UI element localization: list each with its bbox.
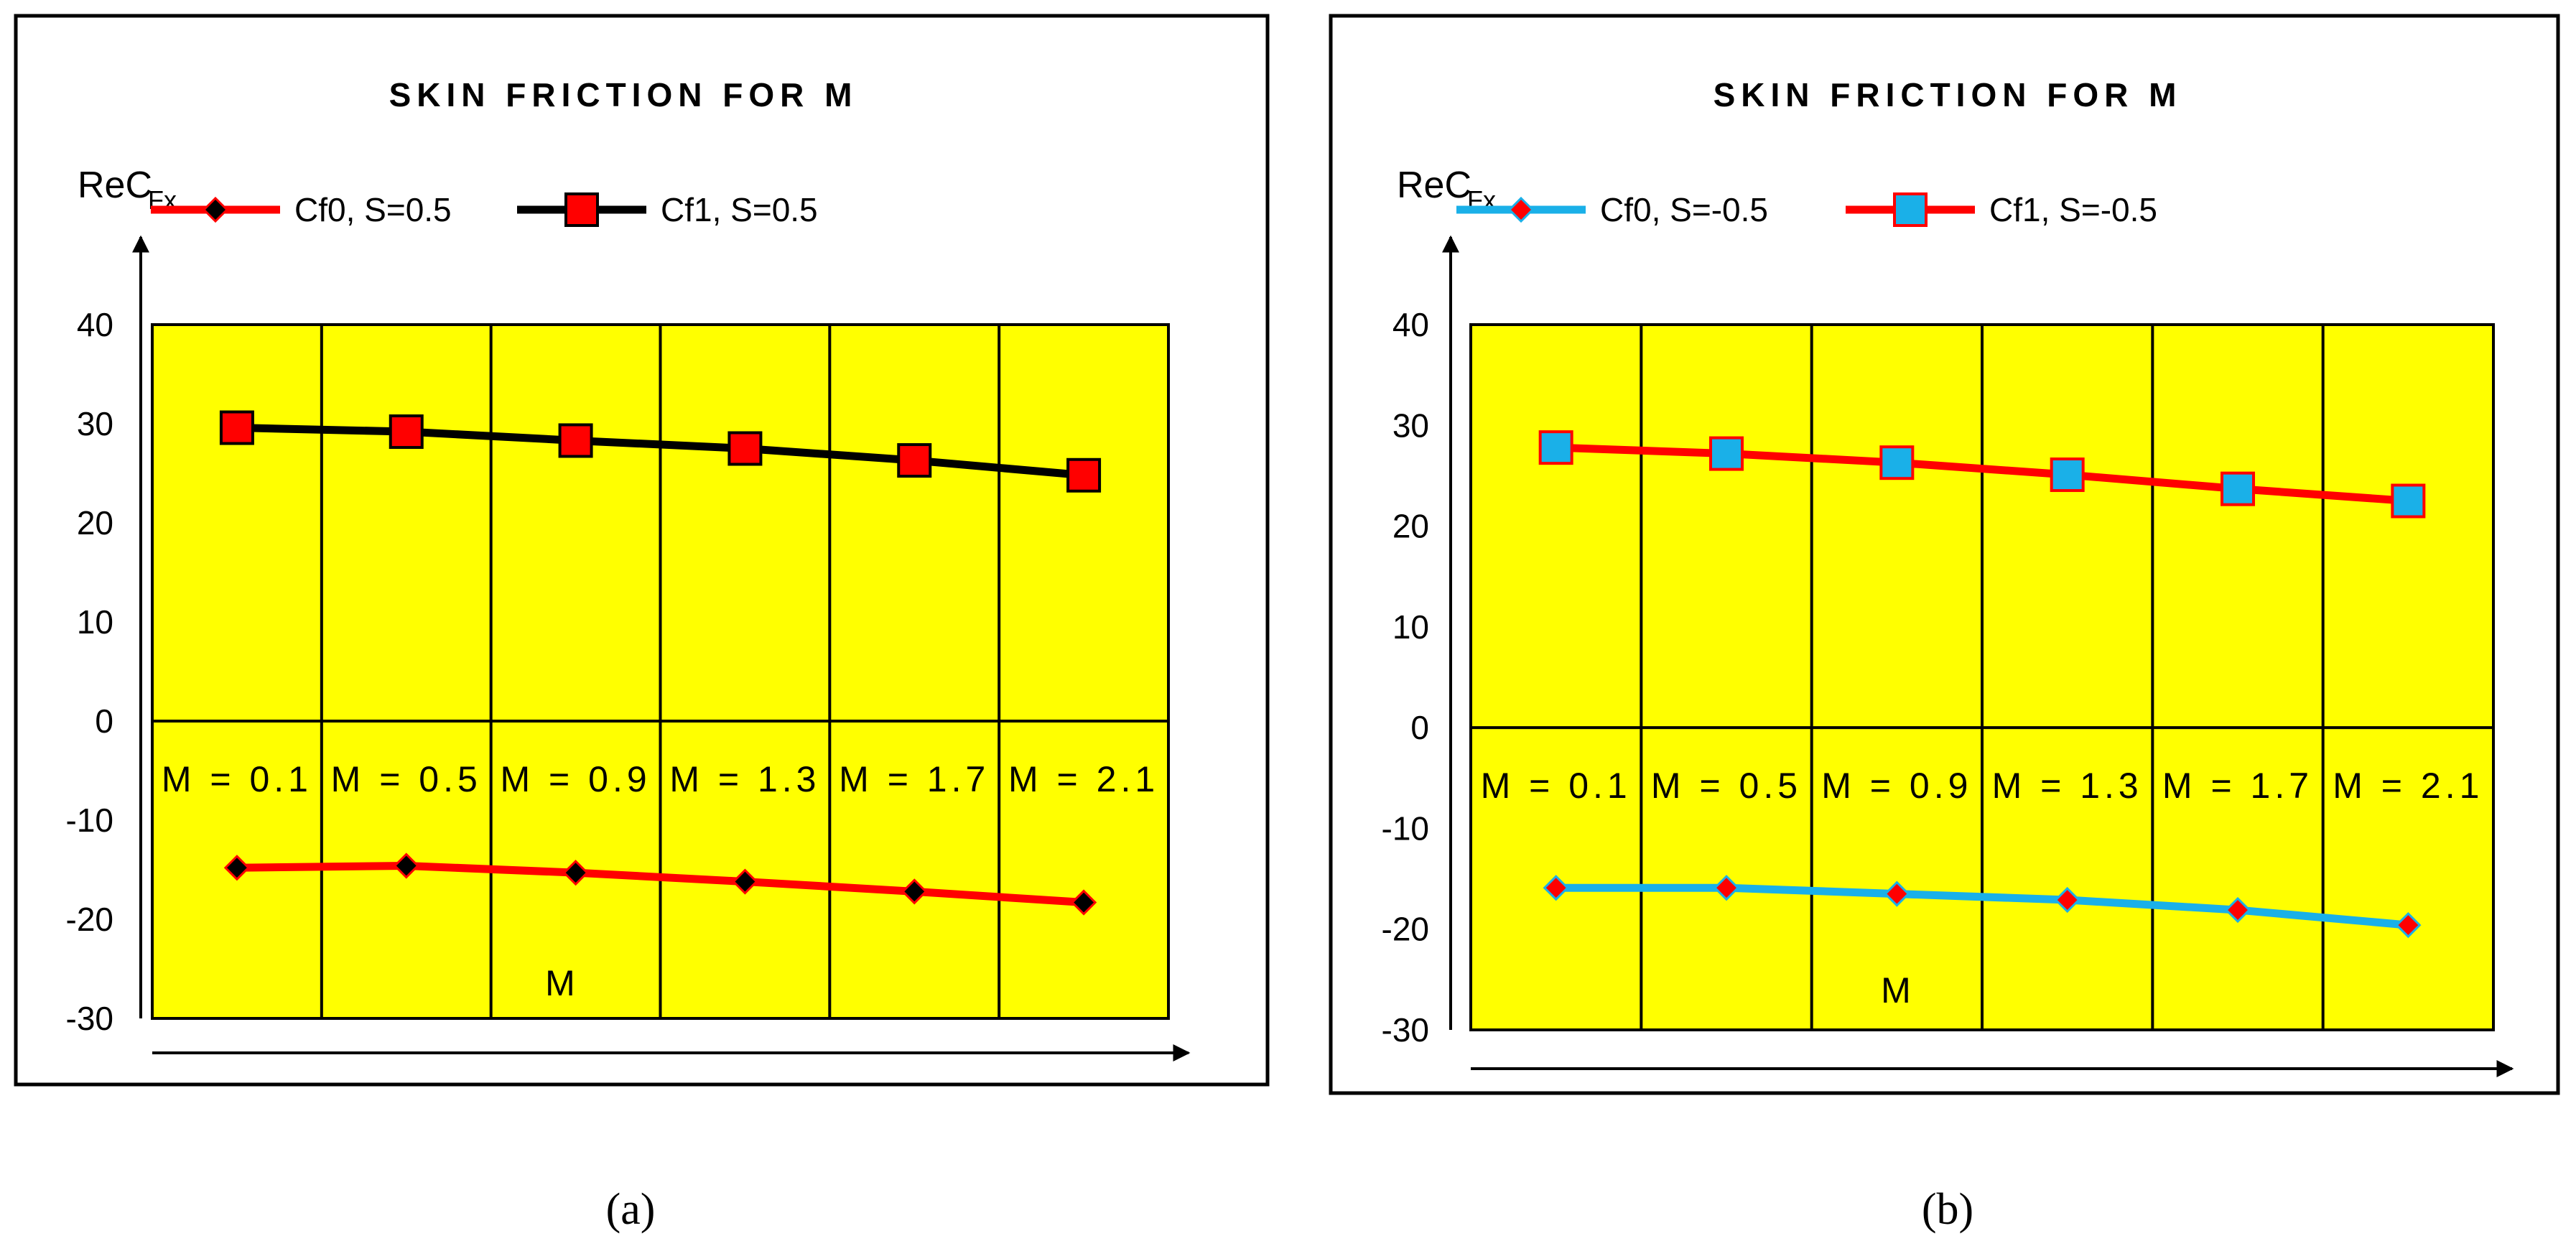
y-tick-label: 40 <box>77 306 113 343</box>
data-point-square <box>1709 436 1744 471</box>
chart-title: SKIN FRICTION FOR M <box>389 76 858 113</box>
x-category-label: M = 0.5 <box>1651 766 1802 806</box>
series-cf1 <box>219 410 1102 493</box>
series-cf1 <box>1538 430 2426 519</box>
data-point-diamond <box>2395 911 2422 939</box>
data-point-square <box>897 443 932 478</box>
data-point-diamond <box>2224 896 2251 924</box>
data-point-diamond <box>1070 889 1097 916</box>
panel-caption: (a) <box>606 1185 656 1234</box>
data-point-square <box>1879 445 1915 480</box>
data-point-square <box>2221 471 2255 506</box>
panel-caption: (b) <box>1922 1185 1973 1234</box>
series-cf0 <box>1543 875 2422 939</box>
x-category-label: M = 1.7 <box>839 759 990 799</box>
y-tick-label: -10 <box>66 802 113 839</box>
y-tick-label: 40 <box>1392 306 1429 343</box>
legend-label: Cf0, S=-0.5 <box>1600 191 1768 228</box>
y-tick-label: 30 <box>77 405 113 442</box>
y-tick-label: 20 <box>77 504 113 542</box>
series-line <box>236 424 1084 480</box>
data-point-square <box>1538 430 1573 465</box>
data-point-diamond <box>562 860 589 886</box>
data-point-diamond <box>2054 886 2080 914</box>
x-category-label: M = 2.1 <box>1008 759 1159 799</box>
y-tick-label: -30 <box>1382 1011 1429 1049</box>
legend-marker-square <box>1893 192 1928 227</box>
data-point-diamond <box>1713 875 1740 901</box>
data-point-square <box>2391 483 2426 519</box>
x-category-label: M = 1.3 <box>669 759 820 799</box>
x-category-label: M = 0.9 <box>501 759 651 799</box>
x-category-label: M = 0.5 <box>331 759 482 799</box>
series-line <box>236 861 1084 907</box>
x-category-label: M = 1.3 <box>1992 766 2143 806</box>
x-category-label: M = 0.9 <box>1821 766 1972 806</box>
x-category-label: M = 0.1 <box>162 759 312 799</box>
y-tick-label: 30 <box>1392 406 1429 444</box>
y-tick-label: 0 <box>1410 709 1429 746</box>
series-line <box>1556 443 2409 505</box>
legend-label: Cf0, S=0.5 <box>294 191 452 228</box>
chart-panel-a: SKIN FRICTION FOR M 40 30 20 10 0 -10 -20 -30 M =… <box>14 14 1270 1234</box>
chart-panel-b: SKIN FRICTION FOR M 40 30 20 10 0 -10 -20 -30 M =… <box>1329 14 2560 1234</box>
x-category-label: M = 1.7 <box>2162 766 2313 806</box>
data-point-diamond <box>732 868 758 895</box>
legend-marker-diamond <box>202 196 229 223</box>
y-axis-label: ReC <box>78 164 152 206</box>
data-point-square <box>1066 457 1102 493</box>
y-tick-label: -30 <box>66 1000 113 1037</box>
legend-label: Cf1, S=0.5 <box>661 191 818 228</box>
y-tick-label: -20 <box>66 901 113 938</box>
data-point-square <box>558 423 593 458</box>
x-axis-label: M <box>1881 970 1911 1011</box>
y-tick-label: 20 <box>1392 508 1429 545</box>
legend-label: Cf1, S=-0.5 <box>1989 191 2157 228</box>
x-category-label: M = 2.1 <box>2333 766 2483 806</box>
chart-title: SKIN FRICTION FOR M <box>1714 76 2182 113</box>
y-axis-label: ReC <box>1397 164 1471 206</box>
data-point-square <box>727 431 763 466</box>
data-point-diamond <box>1543 875 1569 901</box>
y-tick-label: -10 <box>1382 809 1429 847</box>
y-tick-label: -20 <box>1382 911 1429 948</box>
data-point-diamond <box>1884 881 1910 907</box>
legend-marker-square <box>564 192 599 227</box>
data-point-diamond <box>901 878 928 905</box>
x-category-label: M = 0.1 <box>1481 766 1632 806</box>
legend-marker-diamond <box>1507 196 1535 223</box>
data-point-diamond <box>223 855 251 881</box>
data-point-square <box>2050 457 2085 493</box>
x-axis-label: M <box>545 963 575 1003</box>
y-tick-label: 0 <box>95 702 113 740</box>
data-point-diamond <box>393 853 419 879</box>
y-tick-label: 10 <box>77 603 113 641</box>
data-point-square <box>219 410 254 445</box>
series-line <box>1556 883 2409 929</box>
data-point-square <box>389 414 424 450</box>
series-cf0 <box>223 853 1097 916</box>
y-tick-label: 10 <box>1392 608 1429 646</box>
